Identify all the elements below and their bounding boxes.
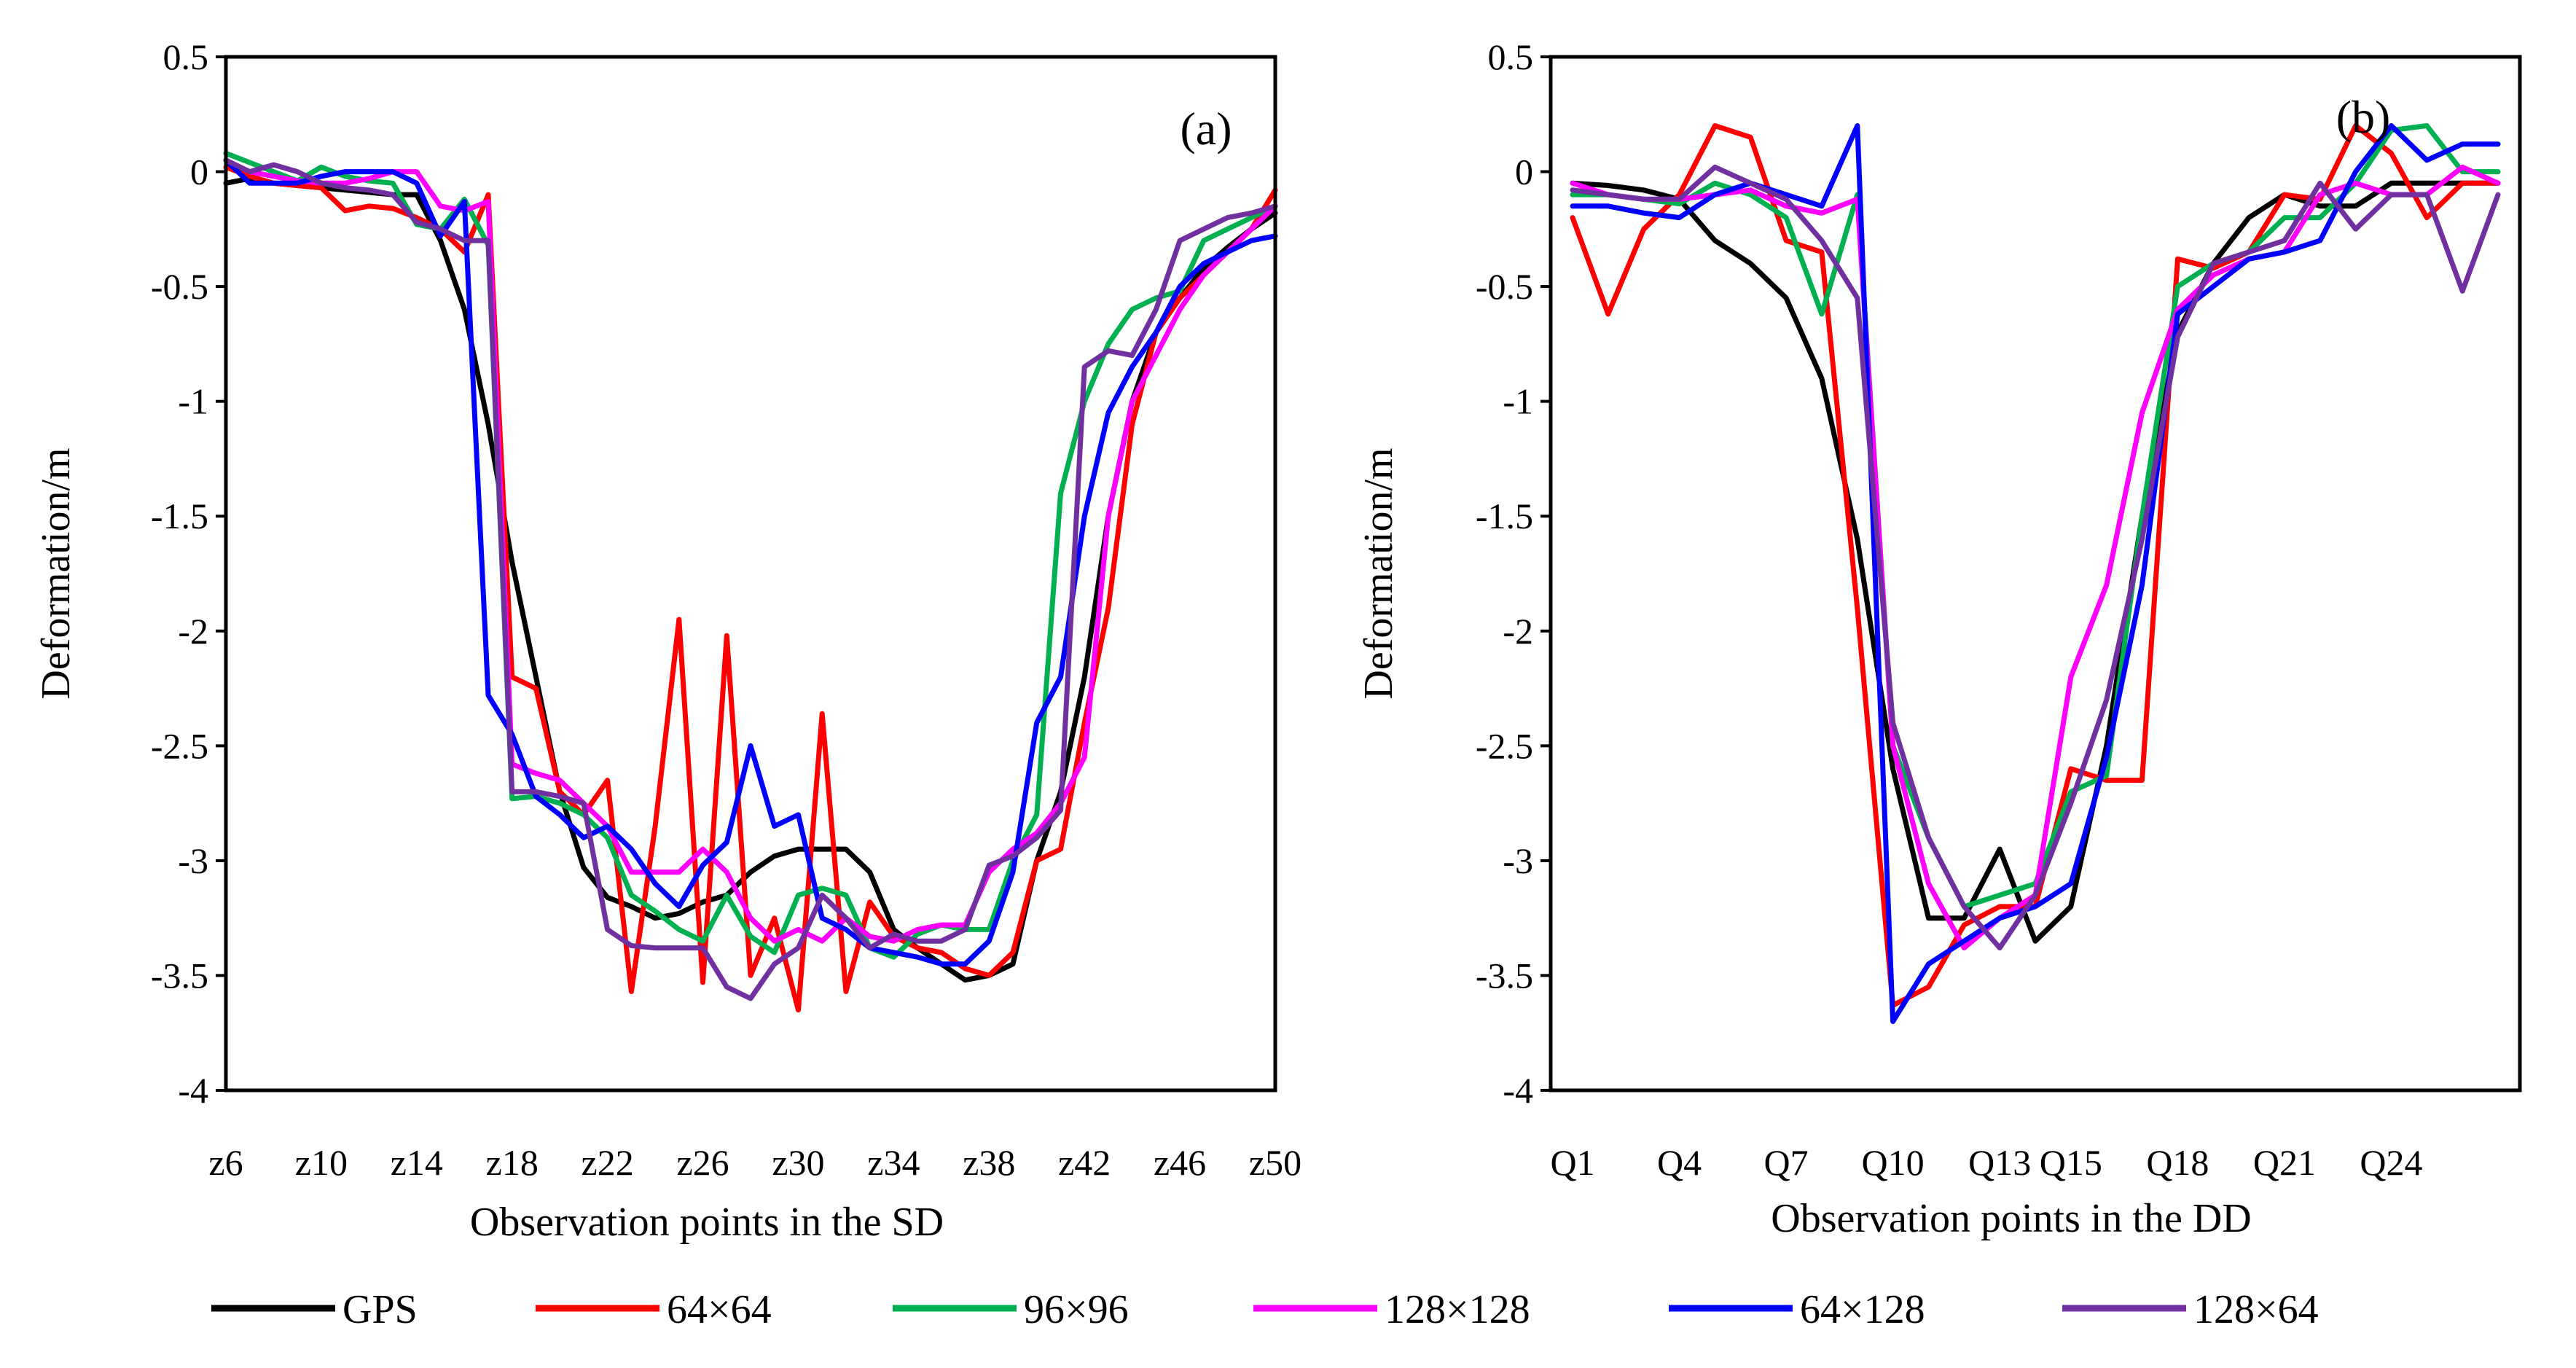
panel-a-y-tick-label: -3	[178, 840, 208, 881]
panel-a-y-tick-label: -2	[178, 611, 208, 652]
panel-a-y-tick-label: -3.5	[151, 955, 208, 996]
legend-entry-label: 96×96	[1024, 1287, 1129, 1332]
panel-b-x-tick-label: Q18	[2146, 1142, 2209, 1183]
panel-b-y-tick-label: -2	[1503, 611, 1533, 652]
panel-a-y-ticks: 0.5 0 -0.5 -1 -1.5 -2 -2.5 -3 -3.5 -4	[151, 36, 226, 1111]
panel-b-y-ticks: 0.5 0 -0.5 -1 -1.5 -2 -2.5 -3 -3.5 -4	[1476, 36, 1551, 1111]
panel-b-y-tick-label: -4	[1503, 1070, 1533, 1111]
chart-panel-b: 0.50-0.5-1-1.5-2-2.5-3-3.5-4 Q1 Q4 Q7 Q10 Q1…	[1356, 36, 2522, 1241]
panel-a-y-tick-label: -4	[178, 1070, 208, 1111]
panel-b-series-line	[1570, 164, 2501, 951]
panel-b-series-line	[1570, 180, 2501, 944]
panel-b-y-tick-label: -0.5	[1476, 266, 1533, 307]
panel-a-x-tick-label: z42	[1058, 1142, 1111, 1183]
panel-a-x-tick-label: z46	[1154, 1142, 1206, 1183]
panel-a-series-line	[223, 150, 1278, 960]
panel-a-y-tick-label: -1	[178, 381, 208, 422]
panel-b-x-tick-label: Q4	[1657, 1142, 1702, 1183]
panel-a-series-line	[223, 157, 1278, 1001]
panel-a-y-tick-label: -2.5	[151, 725, 208, 766]
panel-a-x-tick-label: z18	[486, 1142, 539, 1183]
panel-b-x-tick-label: Q1	[1550, 1142, 1594, 1183]
panel-a-x-tick-label: z50	[1249, 1142, 1301, 1183]
panel-b-x-axis-label: Observation points in the DD	[1771, 1196, 2251, 1241]
panel-b-series-line	[1570, 164, 2501, 951]
panel-a-series-line	[223, 157, 1278, 944]
panel-b-x-tick-label: Q15	[2040, 1142, 2102, 1183]
panel-b-x-tick-label: Q10	[1862, 1142, 1925, 1183]
panel-a-plot-frame	[224, 55, 1277, 1093]
legend-entry-label: 64×128	[1800, 1287, 1925, 1332]
panel-b-y-tick-label: -1.5	[1476, 496, 1533, 536]
panel-a-x-axis-label: Observation points in the SD	[470, 1200, 944, 1245]
panel-b-x-tick-label: Q21	[2253, 1142, 2316, 1183]
panel-b-plot-frame	[1549, 55, 2522, 1093]
panel-b-x-tick-label: Q13	[1968, 1142, 2031, 1183]
panel-b-y-tick-label: -2.5	[1476, 725, 1533, 766]
panel-b-y-axis-label: Deformation/m	[1356, 447, 1401, 699]
panel-b-y-tick-label: -3	[1503, 840, 1533, 881]
panel-b-y-tick-label: -3.5	[1476, 955, 1533, 996]
panel-a-series-line	[223, 164, 1278, 1013]
panel-a-label: (a)	[1180, 103, 1232, 155]
legend-entry-label: 128×64	[2193, 1287, 2319, 1332]
legend-entry-label: 128×128	[1385, 1287, 1530, 1332]
panel-b-x-tick-label: Q7	[1764, 1142, 1809, 1183]
panel-b-series-line	[1570, 123, 2501, 1024]
panel-b-x-ticks: Q1 Q4 Q7 Q10 Q13 Q15 Q18 Q21 Q24	[1550, 1142, 2422, 1183]
panel-a-x-tick-label: z30	[772, 1142, 824, 1183]
panel-a-x-tick-label: z26	[676, 1142, 729, 1183]
legend-entry-label: 64×64	[667, 1287, 772, 1332]
panel-a-y-tick-label: 0	[190, 152, 208, 192]
panel-b-series	[1570, 123, 2501, 1024]
panel-a-x-tick-label: z6	[208, 1142, 243, 1183]
panel-a-series-line	[223, 157, 1278, 967]
panel-a-x-ticks: z6 z10 z14 z18 z22 z26 z30 z34 z38 z42 z46 z50	[208, 1142, 1301, 1183]
panel-a-y-tick-label: 0.5	[163, 36, 209, 77]
panel-b-y-tick-label: 0.5	[1488, 36, 1534, 77]
panel-b-label: (b)	[2336, 91, 2391, 143]
legend: GPS 64×64 96×96 128×128 64×128 128×64	[211, 1287, 2319, 1332]
panel-b-y-tick-label: 0	[1515, 152, 1533, 192]
panel-a-y-tick-label: -1.5	[151, 496, 208, 536]
panel-a-y-tick-label: -0.5	[151, 266, 208, 307]
panel-a-y-axis-label: Deformation/m	[34, 447, 79, 699]
panel-a-series	[223, 150, 1278, 1013]
panel-a-x-tick-label: z34	[867, 1142, 920, 1183]
legend-entry-label: GPS	[342, 1287, 418, 1332]
panel-b-series-line	[1570, 123, 2501, 1008]
panel-a-x-tick-label: z38	[963, 1142, 1015, 1183]
panel-b-series-line	[1570, 123, 2501, 910]
panel-b-y-tick-label: -1	[1503, 381, 1533, 422]
panel-a-x-tick-label: z10	[295, 1142, 348, 1183]
panel-a-x-tick-label: z22	[582, 1142, 634, 1183]
panel-a-series-line	[223, 176, 1278, 983]
panel-a-x-tick-label: z14	[391, 1142, 443, 1183]
panel-b-x-tick-label: Q24	[2360, 1142, 2422, 1183]
chart-panel-a: 0.5 0 -0.5 -1 -1.5 -2 -2.5 -3 -3.5 -4 z6 z10 z14 z18…	[34, 36, 1301, 1245]
